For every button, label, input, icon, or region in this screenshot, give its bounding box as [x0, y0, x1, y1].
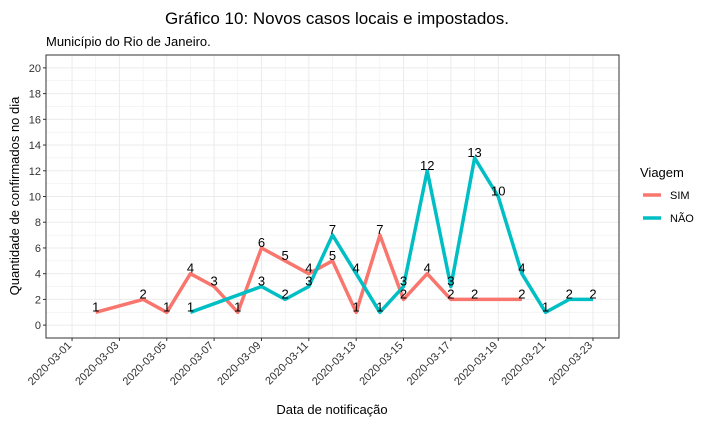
data-label: 1	[187, 299, 194, 314]
y-tick-label: 4	[35, 269, 41, 281]
data-label: 1	[376, 299, 383, 314]
plot-border	[45, 54, 620, 339]
data-label: 1	[163, 299, 170, 314]
legend-label-sim: SIM	[670, 190, 690, 202]
data-label: 2	[566, 286, 573, 301]
data-label: 4	[353, 261, 360, 276]
y-axis-title: Quantidade de confirmados no dia	[7, 96, 22, 296]
y-tick-label: 20	[29, 63, 41, 75]
y-tick-label: 12	[29, 166, 41, 178]
data-label: 2	[471, 286, 478, 301]
data-label: 4	[187, 261, 194, 276]
x-tick-label: 2020-03-15	[357, 340, 405, 388]
legend-title: Viagem	[640, 165, 684, 180]
data-label: 1	[234, 299, 241, 314]
y-tick-label: 0	[35, 320, 41, 332]
data-label: 5	[282, 248, 289, 263]
y-tick-label: 14	[29, 140, 41, 152]
data-label: 1	[542, 299, 549, 314]
data-label: 6	[258, 235, 265, 250]
x-tick-label: 2020-03-01	[26, 340, 74, 388]
data-label: 2	[282, 286, 289, 301]
data-label: 7	[329, 222, 336, 237]
data-label: 7	[376, 222, 383, 237]
y-tick-label: 16	[29, 114, 41, 126]
y-tick-label: 18	[29, 89, 41, 101]
x-axis-title: Data de notificação	[276, 402, 387, 417]
data-label: 10	[491, 184, 505, 199]
y-tick-label: 10	[29, 192, 41, 204]
data-label: 12	[420, 158, 434, 173]
data-label: 4	[424, 261, 431, 276]
data-label: 1	[353, 299, 360, 314]
data-label: 5	[329, 248, 336, 263]
x-tick-label: 2020-03-03	[73, 340, 121, 388]
series-line-sim	[95, 233, 522, 315]
data-label: 2	[139, 286, 146, 301]
data-label: 3	[258, 274, 265, 289]
x-tick-label: 2020-03-13	[310, 340, 358, 388]
data-label: 2	[518, 286, 525, 301]
y-tick-label: 8	[35, 217, 41, 229]
x-tick-label: 2020-03-07	[168, 340, 216, 388]
data-label: 3	[210, 274, 217, 289]
data-label: 3	[305, 274, 312, 289]
x-tick-label: 2020-03-23	[547, 340, 595, 388]
x-tick-label: 2020-03-11	[263, 340, 311, 388]
x-tick-label: 2020-03-19	[452, 340, 500, 388]
x-tick-label: 2020-03-09	[215, 340, 263, 388]
series-line-não	[189, 156, 593, 315]
x-tick-label: 2020-03-21	[499, 340, 547, 388]
y-tick-label: 6	[35, 243, 41, 255]
data-label: 3	[400, 274, 407, 289]
chart-title: Gráfico 10: Novos casos locais e imposta…	[165, 9, 509, 28]
data-label: 2	[589, 286, 596, 301]
legend-label-não: NÃO	[670, 212, 694, 225]
data-label: 4	[305, 261, 312, 276]
x-tick-label: 2020-03-17	[405, 340, 453, 388]
y-tick-label: 2	[35, 294, 41, 306]
data-label: 1	[92, 299, 99, 314]
data-label: 4	[518, 261, 525, 276]
chart-subtitle: Município do Rio de Janeiro.	[46, 34, 211, 49]
data-label: 2	[447, 286, 454, 301]
x-tick-label: 2020-03-05	[121, 340, 169, 388]
data-label: 13	[467, 145, 481, 160]
legend: Viagem SIM NÃO	[640, 165, 694, 225]
data-label: 3	[447, 274, 454, 289]
data-label: 2	[400, 286, 407, 301]
